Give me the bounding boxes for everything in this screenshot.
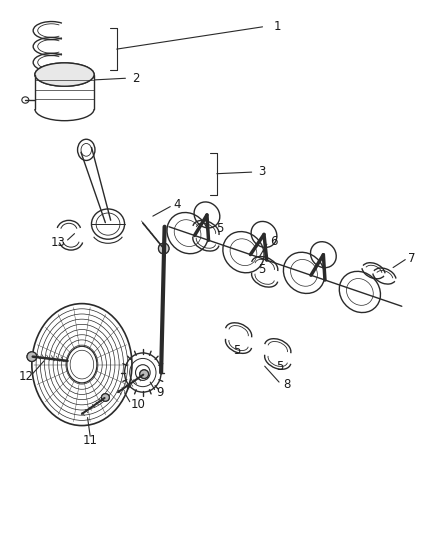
Ellipse shape bbox=[140, 370, 148, 378]
Text: 2: 2 bbox=[132, 72, 139, 85]
Text: 12: 12 bbox=[19, 370, 34, 383]
Text: 11: 11 bbox=[83, 434, 98, 447]
Text: 5: 5 bbox=[233, 344, 240, 357]
Text: 7: 7 bbox=[408, 252, 416, 264]
Text: 4: 4 bbox=[173, 198, 181, 211]
Text: 9: 9 bbox=[156, 386, 164, 399]
Text: 5: 5 bbox=[276, 360, 284, 373]
Text: 6: 6 bbox=[270, 235, 278, 247]
Ellipse shape bbox=[102, 394, 110, 401]
Text: 5: 5 bbox=[216, 222, 223, 235]
Ellipse shape bbox=[27, 352, 37, 361]
Text: 5: 5 bbox=[258, 263, 265, 276]
Text: 10: 10 bbox=[131, 398, 146, 411]
Ellipse shape bbox=[159, 243, 169, 254]
Text: 13: 13 bbox=[51, 236, 66, 249]
Ellipse shape bbox=[35, 63, 94, 86]
Text: 3: 3 bbox=[258, 165, 265, 177]
Text: 8: 8 bbox=[283, 378, 291, 391]
Text: 1: 1 bbox=[273, 20, 281, 34]
